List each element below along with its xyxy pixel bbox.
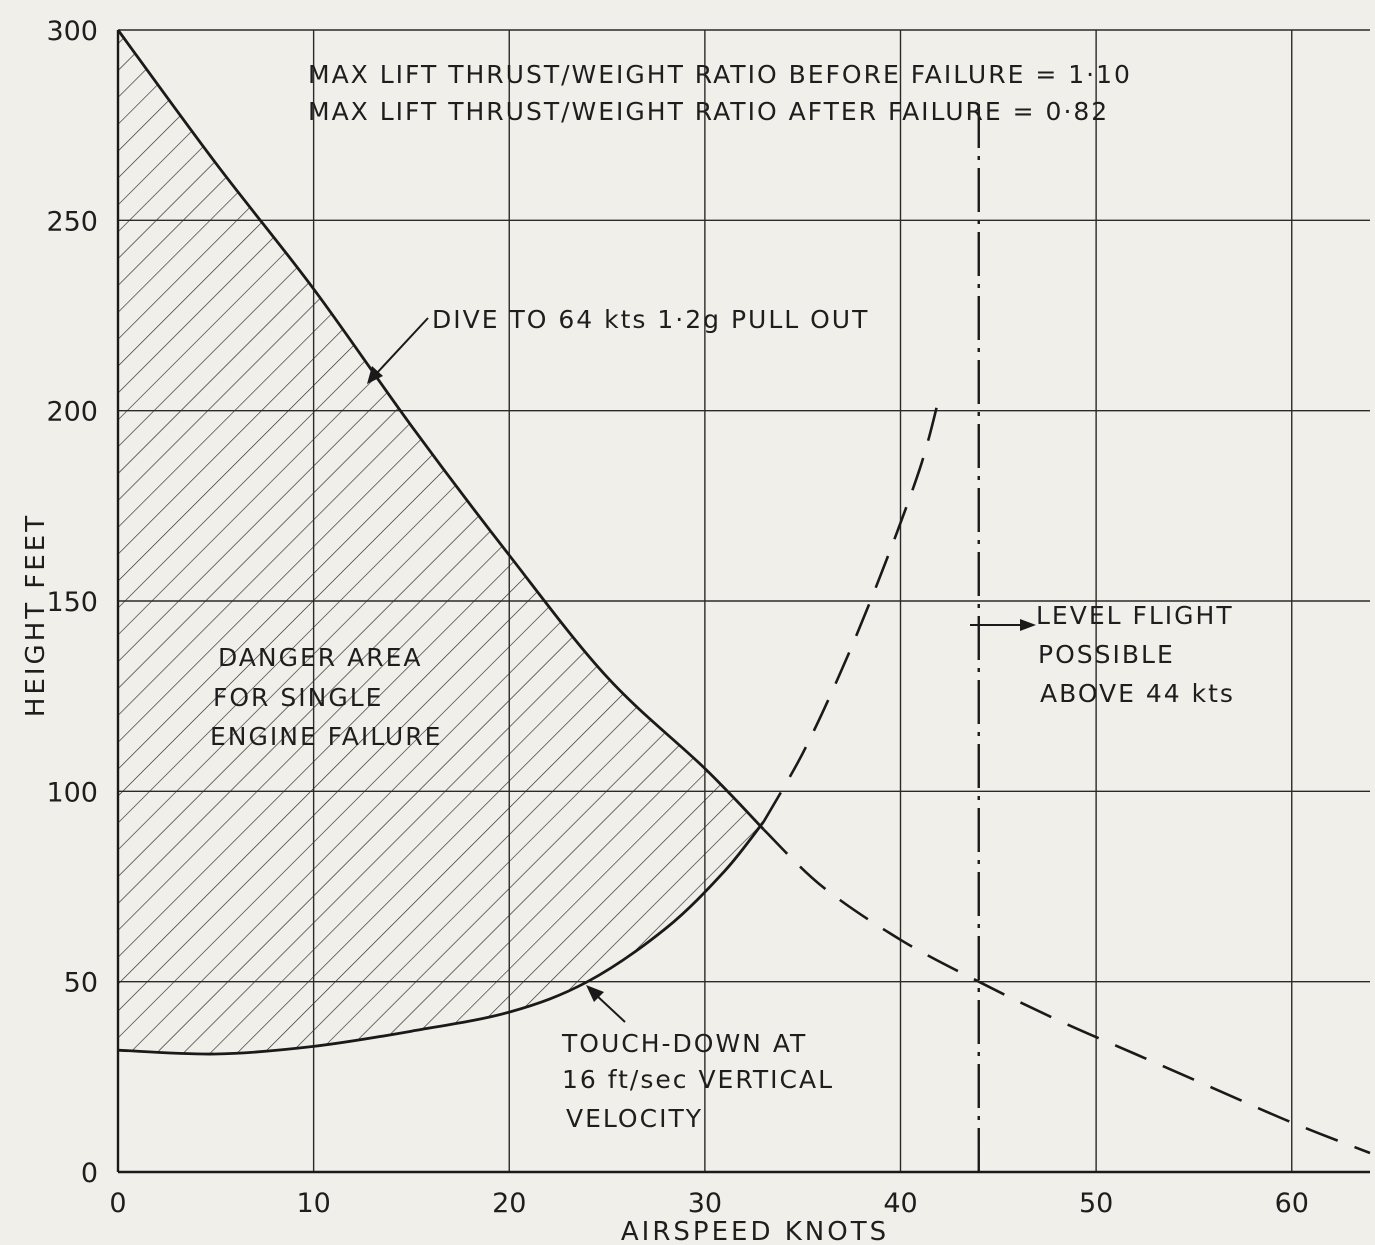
y-tick-label: 100 — [46, 777, 98, 808]
dive-leader-line — [375, 317, 429, 375]
x-tick-label: 50 — [1079, 1188, 1113, 1219]
series-upper-boundary-extension — [762, 828, 1371, 1155]
level-arrowhead — [1020, 619, 1036, 631]
annotation-ratio-before: MAX LIFT THRUST/WEIGHT RATIO BEFORE FAIL… — [308, 60, 1132, 89]
x-tick-label: 20 — [492, 1188, 526, 1219]
series-upper-boundary — [116, 29, 765, 831]
annotation-level-line1: LEVEL FLIGHT — [1036, 601, 1234, 630]
annotation-danger-line1: DANGER AREA — [218, 643, 422, 672]
y-tick-label: 0 — [81, 1158, 98, 1189]
y-tick-label: 50 — [64, 968, 98, 999]
y-tick-label: 150 — [46, 587, 98, 618]
x-tick-label: 60 — [1275, 1188, 1309, 1219]
x-tick-label: 10 — [296, 1188, 330, 1219]
annotation-danger-line3: ENGINE FAILURE — [210, 722, 442, 751]
annotation-danger-line2: FOR SINGLE — [213, 683, 383, 712]
series-lower-boundary — [117, 820, 765, 1056]
x-tick-label: 0 — [109, 1188, 126, 1219]
touch-leader-line — [594, 993, 626, 1023]
x-tick-label: 40 — [883, 1188, 917, 1219]
annotation-touch-line2: 16 ft/sec VERTICAL — [562, 1065, 834, 1094]
x-tick-label: 30 — [688, 1188, 722, 1219]
annotation-ratio-after: MAX LIFT THRUST/WEIGHT RATIO AFTER FAILU… — [308, 97, 1109, 126]
annotation-touch-line1: TOUCH-DOWN AT — [561, 1029, 807, 1058]
y-axis-title: HEIGHT FEET — [21, 513, 51, 717]
tick-labels: 0 10 20 30 40 50 60 0 50 100 150 200 250 300 — [46, 16, 1308, 1219]
series — [116, 29, 1371, 1172]
series-lower-boundary-extension — [762, 395, 941, 823]
danger-area-hatch — [118, 30, 764, 1055]
y-tick-label: 300 — [46, 16, 98, 47]
y-tick-label: 200 — [46, 397, 98, 428]
touch-arrowhead — [586, 985, 604, 1002]
annotation-level-line2: POSSIBLE — [1038, 640, 1175, 669]
annotation-dive: DIVE TO 64 kts 1·2g PULL OUT — [432, 305, 869, 334]
y-tick-label: 250 — [46, 206, 98, 237]
annotation-touch-line3: VELOCITY — [566, 1104, 703, 1133]
dive-arrowhead — [367, 366, 383, 384]
x-axis-title: AIRSPEED KNOTS — [621, 1217, 889, 1245]
annotation-level-line3: ABOVE 44 kts — [1040, 679, 1235, 708]
axes — [116, 30, 1370, 1174]
